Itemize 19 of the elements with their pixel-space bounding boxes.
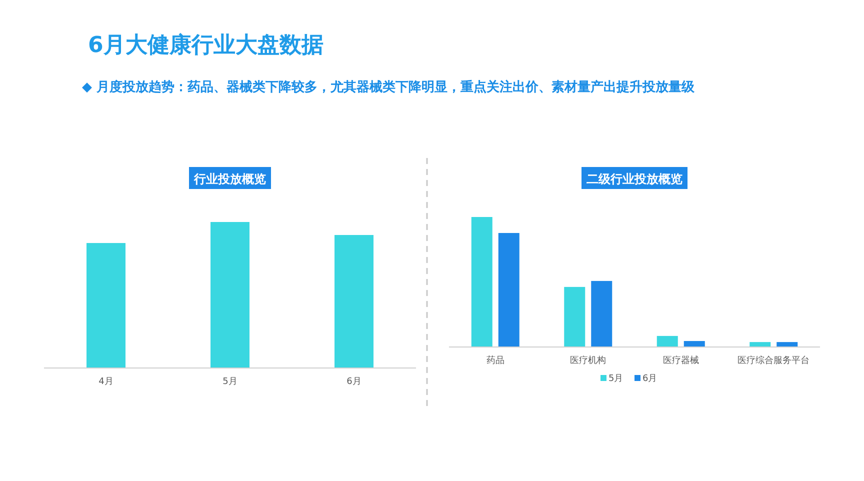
bar [591, 280, 612, 347]
bar [564, 286, 586, 347]
x-tick-label: 5月 [222, 377, 238, 387]
x-tick-label: 药品 [486, 355, 504, 366]
x-tick-label: 4月 [98, 377, 114, 387]
bar [471, 217, 492, 347]
bar [498, 232, 520, 347]
bar [750, 342, 771, 347]
chart-title: 二级行业投放概览 [586, 172, 682, 186]
bar [656, 336, 678, 347]
bar [776, 342, 798, 347]
x-tick-label: 医疗器械 [662, 355, 699, 366]
x-tick-label: 医疗综合服务平台 [738, 355, 810, 366]
x-tick-label: 医疗机构 [570, 355, 606, 366]
text: 6月大健康行业大盘数据 [88, 32, 324, 58]
chart-title: 行业投放概览 [193, 172, 266, 186]
text: ◆ 月度投放趋势：药品、器械类下降较多，尤其器械类下降明显，重点关注出价、素材量产出提升投放量级 [82, 79, 696, 95]
x-tick-label: 6月 [346, 377, 362, 387]
bar [684, 341, 705, 347]
